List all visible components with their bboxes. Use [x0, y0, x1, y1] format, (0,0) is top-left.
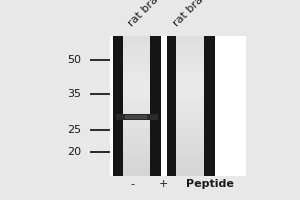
Text: 50: 50	[67, 55, 81, 65]
Text: 25: 25	[67, 125, 81, 135]
Bar	[176, 64, 204, 69]
Bar	[176, 83, 204, 87]
Bar	[123, 106, 150, 111]
Bar	[116, 114, 158, 120]
Bar	[176, 162, 204, 167]
Bar	[123, 139, 150, 143]
Bar	[123, 55, 150, 59]
Text: Peptide: Peptide	[186, 179, 234, 189]
Bar	[176, 125, 204, 129]
Bar	[123, 125, 150, 129]
Bar	[123, 64, 150, 69]
Bar	[204, 36, 214, 176]
Bar	[123, 101, 150, 106]
Bar	[110, 36, 246, 176]
Bar	[123, 171, 150, 176]
Bar	[176, 120, 204, 125]
Bar	[150, 36, 160, 176]
Bar	[176, 36, 204, 176]
Bar	[176, 73, 204, 78]
Bar	[123, 157, 150, 162]
Bar	[176, 111, 204, 115]
Bar	[176, 143, 204, 148]
Bar	[123, 45, 150, 50]
Bar	[176, 87, 204, 92]
Bar	[112, 36, 123, 176]
Bar	[176, 139, 204, 143]
Text: -: -	[130, 179, 134, 189]
Bar	[123, 83, 150, 87]
Bar	[123, 153, 150, 157]
Bar	[176, 59, 204, 64]
Bar	[176, 101, 204, 106]
Bar	[176, 129, 204, 134]
Bar	[123, 69, 150, 73]
Text: rat brain: rat brain	[171, 0, 212, 28]
Bar	[167, 36, 176, 176]
Bar	[176, 153, 204, 157]
Bar	[123, 36, 150, 41]
Bar	[123, 115, 150, 120]
Bar	[123, 129, 150, 134]
Bar	[176, 92, 204, 97]
Bar	[123, 167, 150, 171]
Bar	[176, 106, 204, 111]
Bar	[123, 134, 150, 139]
Bar	[176, 115, 204, 120]
Bar	[176, 134, 204, 139]
Bar	[176, 45, 204, 50]
Bar	[123, 148, 150, 153]
Bar	[123, 36, 150, 176]
Bar	[123, 120, 150, 125]
Bar	[176, 50, 204, 55]
Bar	[123, 143, 150, 148]
Bar	[176, 97, 204, 101]
Text: rat brain: rat brain	[126, 0, 167, 28]
Bar	[176, 36, 204, 41]
Bar	[123, 50, 150, 55]
Bar	[176, 55, 204, 59]
Bar	[123, 41, 150, 45]
Bar	[123, 111, 150, 115]
Bar	[123, 97, 150, 101]
Bar	[123, 162, 150, 167]
Text: +: +	[159, 179, 168, 189]
Bar	[123, 78, 150, 83]
Text: 20: 20	[67, 147, 81, 157]
Bar	[176, 69, 204, 73]
Bar	[176, 157, 204, 162]
Text: 35: 35	[67, 89, 81, 99]
Bar	[176, 78, 204, 83]
Bar	[176, 148, 204, 153]
Bar	[176, 41, 204, 45]
Bar	[123, 73, 150, 78]
Bar	[176, 167, 204, 171]
Bar	[123, 87, 150, 92]
Bar	[124, 115, 147, 119]
Bar	[123, 59, 150, 64]
Bar	[123, 92, 150, 97]
Bar	[176, 171, 204, 176]
